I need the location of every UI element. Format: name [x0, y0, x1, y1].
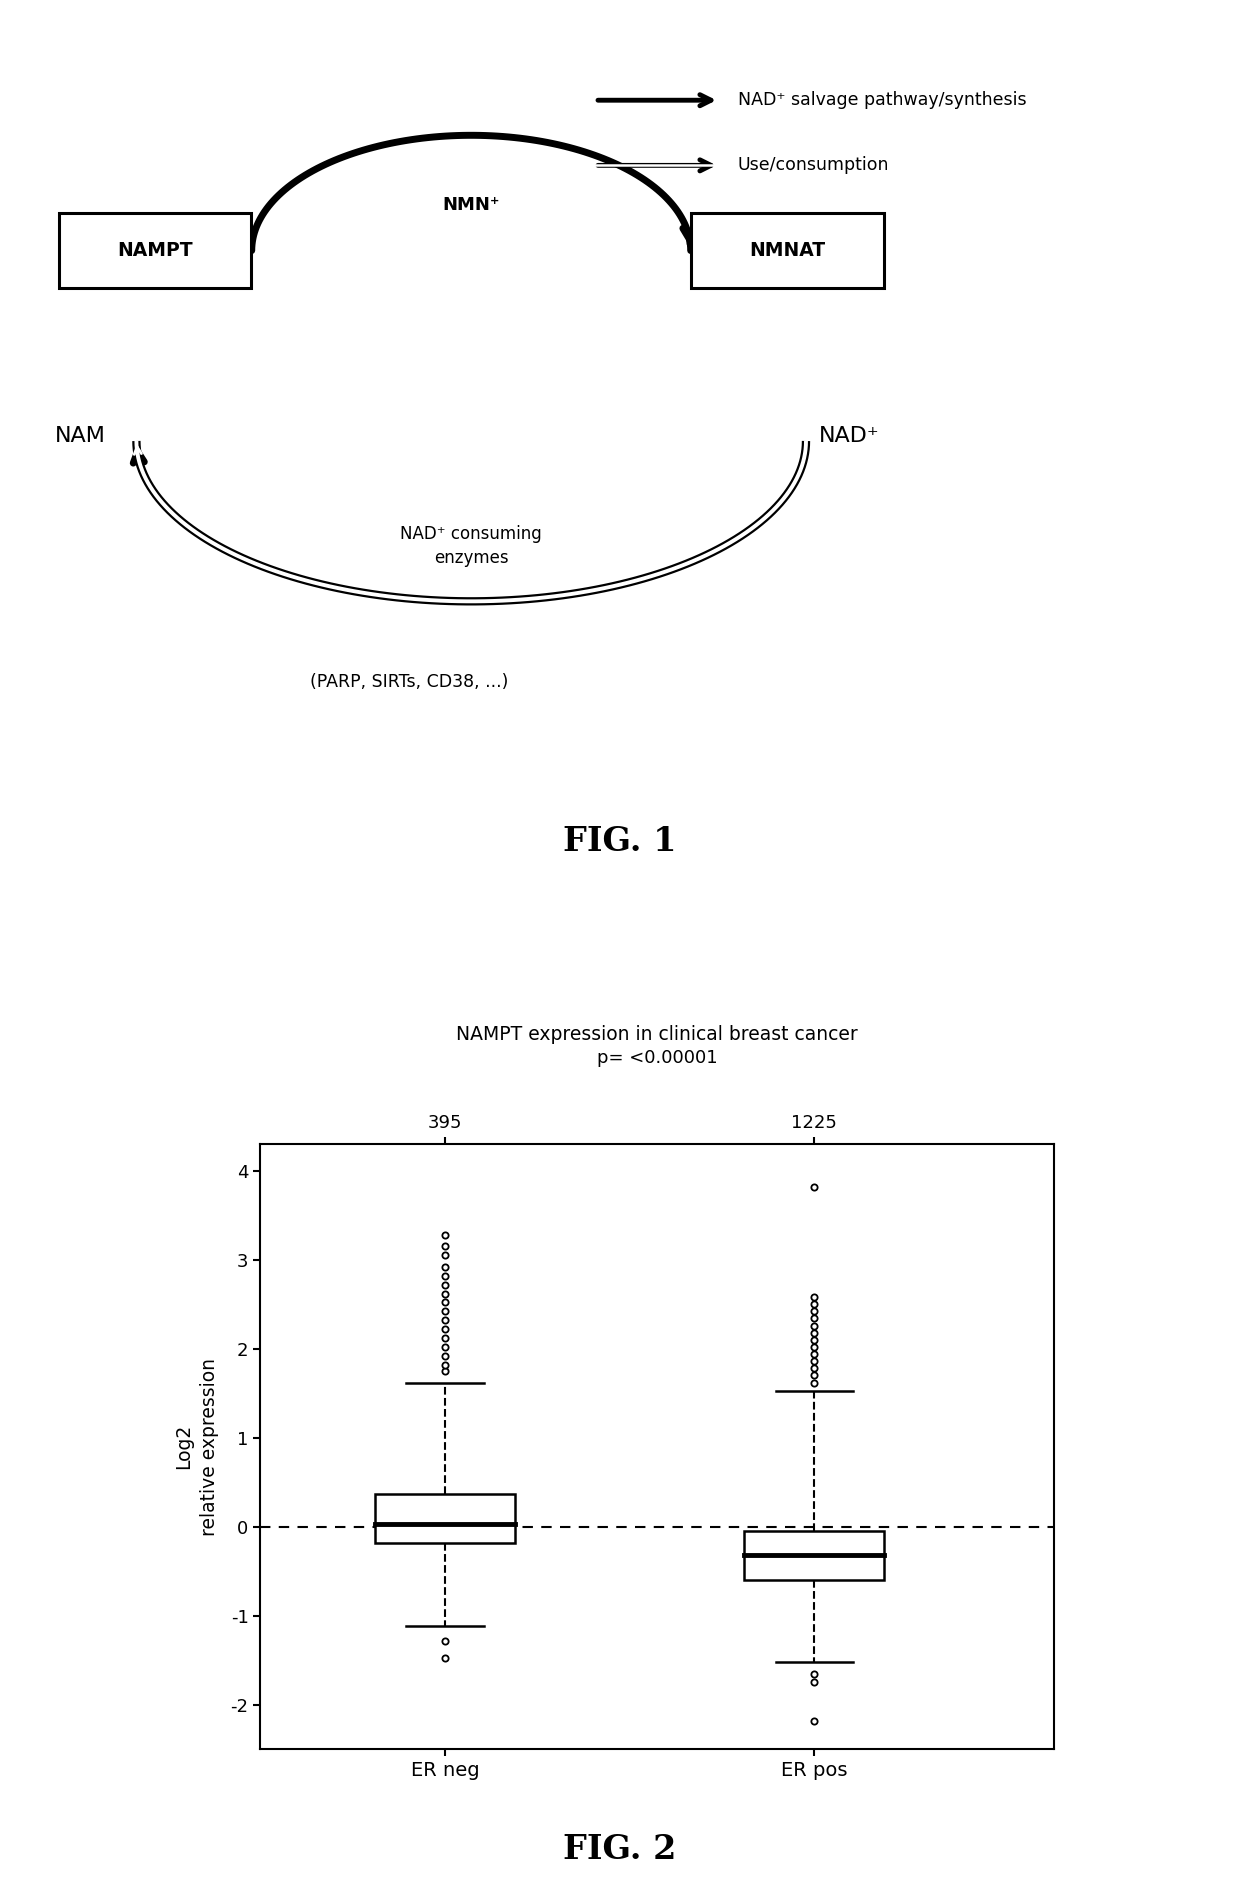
Text: NAM: NAM — [55, 425, 107, 446]
Text: NAD⁺ consuming
enzymes: NAD⁺ consuming enzymes — [401, 526, 542, 567]
Text: NAMPT expression in clinical breast cancer: NAMPT expression in clinical breast canc… — [456, 1025, 858, 1044]
Text: Use/consumption: Use/consumption — [738, 157, 889, 174]
Bar — [744, 1532, 884, 1581]
Text: p= <0.00001: p= <0.00001 — [596, 1048, 718, 1067]
Y-axis label: Log2
relative expression: Log2 relative expression — [174, 1358, 219, 1535]
Text: NAD⁺ salvage pathway/synthesis: NAD⁺ salvage pathway/synthesis — [738, 91, 1027, 110]
Text: NMNAT: NMNAT — [749, 240, 826, 261]
Bar — [692, 214, 883, 287]
Text: NMN⁺: NMN⁺ — [443, 197, 500, 214]
Text: (PARP, SIRTs, CD38, ...): (PARP, SIRTs, CD38, ...) — [310, 673, 508, 690]
Text: FIG. 2: FIG. 2 — [563, 1832, 677, 1866]
Text: FIG. 1: FIG. 1 — [563, 824, 677, 859]
Text: NAD⁺: NAD⁺ — [820, 425, 879, 446]
Bar — [60, 214, 250, 287]
Text: NAMPT: NAMPT — [118, 240, 192, 261]
Bar — [374, 1494, 515, 1543]
